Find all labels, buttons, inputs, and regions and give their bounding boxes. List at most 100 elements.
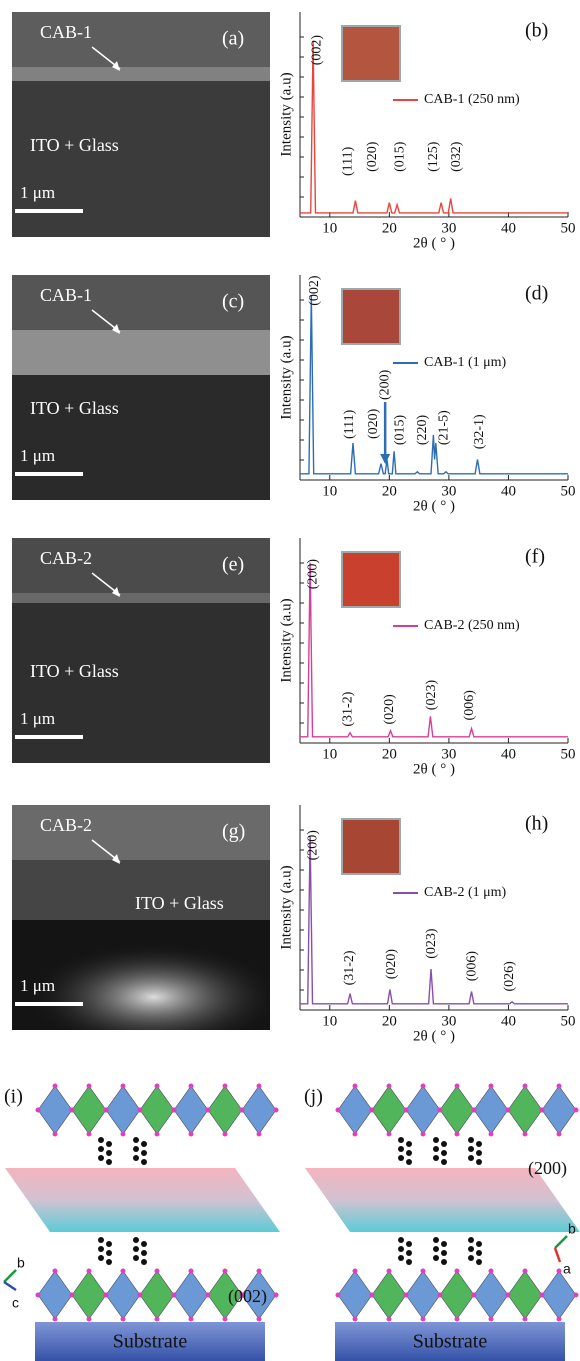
peak-label: (200) [305, 559, 320, 590]
carbon [441, 1159, 447, 1165]
atom [540, 1293, 545, 1298]
y-axis-label: Intensity (a.u) [278, 598, 294, 682]
carbon [441, 1250, 447, 1256]
substrate-label: Substrate [113, 1331, 188, 1353]
atom [206, 1108, 211, 1113]
atom [138, 1108, 143, 1113]
octahedron [474, 1086, 508, 1134]
axis-arrow [4, 1282, 16, 1290]
axis-label: c [12, 1295, 19, 1311]
atom [421, 1317, 426, 1322]
x-tick-label: 50 [561, 483, 576, 499]
carbon [406, 1259, 412, 1265]
peak-label: (125) [426, 141, 441, 172]
octahedron [508, 1086, 542, 1134]
carbon [133, 1237, 139, 1243]
octahedron [338, 1086, 372, 1134]
x-axis-label: 2θ ( ° ) [413, 1028, 455, 1044]
atom [455, 1132, 460, 1137]
peak-label: (220) [415, 414, 430, 445]
peak-label: (006) [464, 951, 479, 982]
atom [223, 1132, 228, 1137]
axis-arrow [4, 1270, 16, 1282]
octahedron [338, 1271, 372, 1319]
carbon [433, 1255, 439, 1261]
atom [189, 1317, 194, 1322]
x-tick-label: 50 [561, 220, 576, 236]
xrd-line [300, 296, 568, 474]
octahedron [372, 1086, 406, 1134]
atom [257, 1317, 262, 1322]
peak-label: (006) [462, 690, 477, 721]
octahedron [140, 1271, 174, 1319]
atom [155, 1269, 160, 1274]
octahedron [474, 1271, 508, 1319]
octahedron [406, 1271, 440, 1319]
panel-label: (b) [525, 20, 548, 42]
x-axis-label: 2θ ( ° ) [413, 235, 455, 251]
x-tick-label: 30 [441, 220, 456, 236]
atom [489, 1132, 494, 1137]
peak-label: (200) [377, 369, 392, 400]
carbon [398, 1237, 404, 1243]
carbon [476, 1241, 482, 1247]
carbon [476, 1150, 482, 1156]
panel-label: (f) [525, 546, 545, 568]
atom [557, 1317, 562, 1322]
sem-film [12, 593, 270, 603]
atom [387, 1132, 392, 1137]
peak-label: (31-2) [340, 691, 355, 726]
octahedron [242, 1086, 276, 1134]
x-tick-label: 50 [561, 746, 576, 762]
carbon [141, 1150, 147, 1156]
atom [336, 1108, 341, 1113]
atom [155, 1084, 160, 1089]
atom [274, 1293, 279, 1298]
carbon [141, 1141, 147, 1147]
atom [353, 1317, 358, 1322]
atom [421, 1269, 426, 1274]
panel-label: (h) [525, 813, 548, 835]
carbon [98, 1137, 104, 1143]
atom [472, 1293, 477, 1298]
sem-scale-bar [15, 209, 83, 213]
carbon [98, 1237, 104, 1243]
x-tick-label: 40 [501, 220, 516, 236]
carbon [98, 1155, 104, 1161]
peak-label: (020) [365, 141, 380, 172]
x-tick-label: 50 [561, 1013, 576, 1029]
octahedron [372, 1271, 406, 1319]
atom [104, 1293, 109, 1298]
sem-substrate-label: ITO + Glass [30, 135, 119, 155]
carbon [98, 1246, 104, 1252]
carbon [133, 1146, 139, 1152]
atom [36, 1293, 41, 1298]
atom [336, 1293, 341, 1298]
sem-film [12, 67, 270, 81]
peak-label: (023) [424, 928, 439, 959]
peak-label: (31-2) [342, 950, 357, 985]
atom [421, 1084, 426, 1089]
atom [404, 1108, 409, 1113]
xrd-line [300, 836, 568, 1004]
peak-arrow-head [380, 454, 390, 464]
octahedron [542, 1086, 576, 1134]
panel-label: (d) [525, 283, 548, 305]
atom [557, 1132, 562, 1137]
atom [87, 1084, 92, 1089]
atom [172, 1108, 177, 1113]
carbon [398, 1255, 404, 1261]
peak-label: (200) [305, 830, 320, 861]
carbon [98, 1255, 104, 1261]
x-tick-label: 40 [501, 483, 516, 499]
axis-arrow [555, 1248, 560, 1262]
atom [240, 1108, 245, 1113]
carbon [476, 1141, 482, 1147]
x-tick-label: 30 [441, 483, 456, 499]
x-tick-label: 30 [441, 746, 456, 762]
atom [53, 1317, 58, 1322]
x-tick-label: 30 [441, 1013, 456, 1029]
carbon [433, 1137, 439, 1143]
carbon [106, 1141, 112, 1147]
sem-scale-bar [15, 472, 83, 476]
